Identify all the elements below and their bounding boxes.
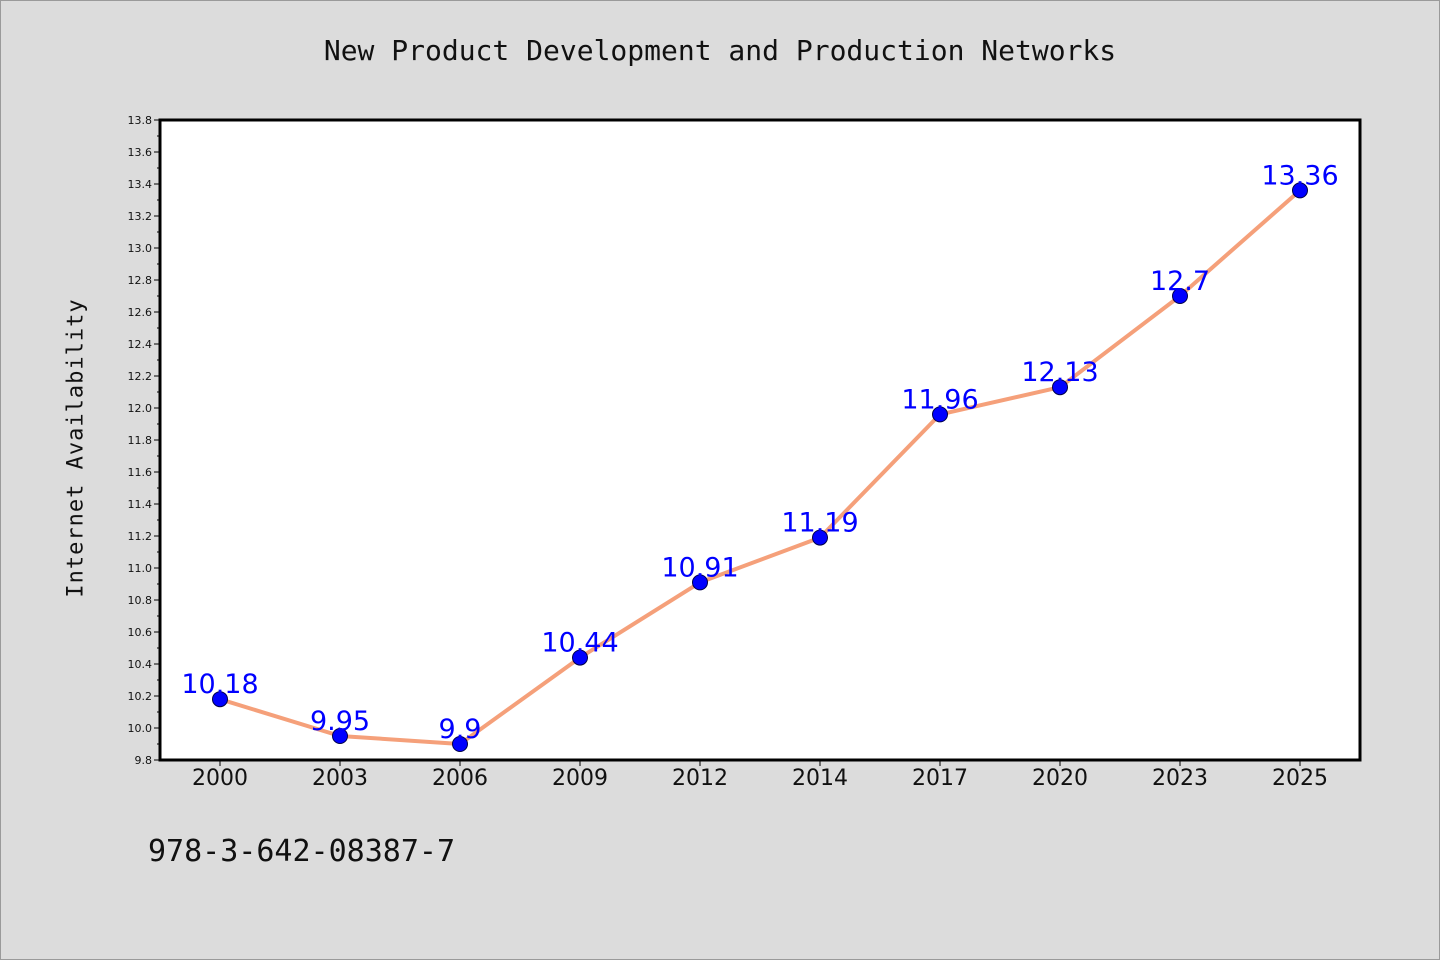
x-tick-label: 2009 bbox=[552, 766, 608, 791]
series-line bbox=[218, 188, 1302, 746]
x-tick-label: 2000 bbox=[192, 766, 248, 791]
x-tick-label: 2014 bbox=[792, 766, 848, 791]
data-label: 12.7 bbox=[1150, 266, 1210, 297]
data-label: 13.36 bbox=[1261, 160, 1338, 191]
data-label: 10.18 bbox=[181, 669, 258, 700]
plot-area bbox=[158, 118, 1362, 762]
y-tick-label: 12.6 bbox=[128, 306, 153, 319]
x-tick-label: 2023 bbox=[1152, 766, 1208, 791]
data-label: 11.96 bbox=[901, 384, 978, 415]
x-tick-label: 2020 bbox=[1032, 766, 1088, 791]
y-tick-label: 11.4 bbox=[128, 498, 153, 511]
x-axis-ticks: 2000 2003 2006 2009 2012 2014 2017 2020 2023 2025 bbox=[192, 760, 1328, 791]
y-tick-label: 10.2 bbox=[128, 690, 153, 703]
x-tick-label: 2006 bbox=[432, 766, 488, 791]
y-tick-label: 12.2 bbox=[128, 370, 153, 383]
y-tick-label: 13.8 bbox=[128, 114, 153, 127]
data-point bbox=[452, 736, 468, 752]
y-axis-ticks: 9.8 10.0 10.2 10.4 10.6 10.8 11.0 11.2 11.4 11.6 1… bbox=[128, 114, 160, 767]
data-label: 10.91 bbox=[661, 552, 738, 583]
data-points bbox=[212, 182, 1308, 752]
y-tick-label: 13.4 bbox=[128, 178, 153, 191]
data-point bbox=[212, 691, 228, 708]
data-label: 12.13 bbox=[1021, 357, 1098, 388]
data-label: 10.44 bbox=[541, 628, 618, 659]
y-tick-label: 9.8 bbox=[135, 754, 153, 767]
y-tick-label: 10.0 bbox=[128, 722, 153, 735]
data-point bbox=[932, 406, 948, 423]
y-tick-label: 10.6 bbox=[128, 626, 153, 639]
y-tick-label: 10.8 bbox=[128, 594, 153, 607]
y-tick-label: 12.4 bbox=[128, 338, 153, 351]
x-tick-label: 2003 bbox=[312, 766, 368, 791]
data-point bbox=[1292, 182, 1308, 199]
data-point bbox=[812, 529, 828, 546]
data-label: 9.9 bbox=[439, 714, 482, 745]
data-point bbox=[692, 574, 708, 591]
x-tick-label: 2012 bbox=[672, 766, 728, 791]
y-tick-label: 11.8 bbox=[128, 434, 153, 447]
data-point bbox=[1172, 288, 1188, 304]
y-tick-label: 13.2 bbox=[128, 210, 153, 223]
data-point bbox=[572, 649, 588, 666]
x-tick-label: 2025 bbox=[1272, 766, 1328, 791]
y-tick-label: 12.0 bbox=[128, 402, 153, 415]
data-label: 11.19 bbox=[781, 508, 858, 539]
isbn-code: 978-3-642-08387-7 bbox=[148, 834, 456, 869]
data-label: 9.95 bbox=[310, 706, 370, 737]
y-tick-label: 10.4 bbox=[128, 658, 153, 671]
y-tick-label: 11.0 bbox=[128, 562, 153, 575]
data-labels: 10.18 9.95 9.9 10.44 10.91 11.19 11.96 12.13 12.… bbox=[181, 160, 1338, 745]
series-line-group bbox=[218, 188, 1302, 746]
y-tick-label: 11.2 bbox=[128, 530, 153, 543]
y-tick-label: 12.8 bbox=[128, 274, 153, 287]
y-tick-label: 13.6 bbox=[128, 146, 153, 159]
data-point bbox=[1052, 379, 1068, 396]
data-point bbox=[332, 728, 348, 744]
y-tick-label: 13.0 bbox=[128, 242, 153, 255]
y-tick-label: 11.6 bbox=[128, 466, 153, 479]
chart-title: New Product Development and Production N… bbox=[323, 34, 1117, 67]
x-tick-label: 2017 bbox=[912, 766, 968, 791]
